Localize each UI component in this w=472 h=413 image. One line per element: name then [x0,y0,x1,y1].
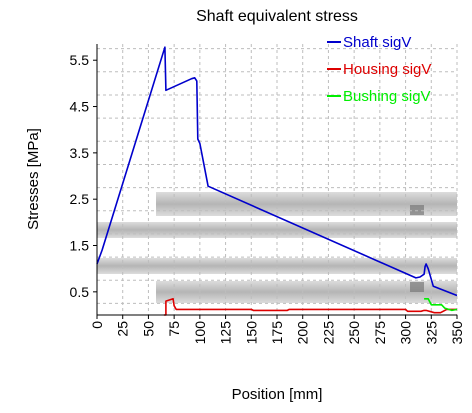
x-axis-label: Position [mm] [232,386,323,403]
y-tick-label: 1.5 [70,238,90,254]
series-line-bushing-sigv [424,297,458,312]
y-tick-label: 2.5 [70,191,90,207]
y-ticks: 0.5 1.5 2.5 3.5 4.5 5.5 [70,52,97,300]
x-tick-label: 325 [423,321,439,345]
x-tick-label: 250 [346,321,362,345]
x-tick-label: 50 [140,321,156,337]
series-line-shaft-sigv [96,46,458,297]
legend-entry: Shaft sigV [343,34,411,51]
y-axis-label: Stresses [MPa] [25,128,42,230]
series-group [96,46,458,316]
y-tick-label: 4.5 [70,99,90,115]
y-tick-label: 0.5 [70,284,90,300]
y-tick-label: 3.5 [70,145,90,161]
legend-entry: Housing sigV [343,61,431,78]
x-ticks: 0 25 50 75 100 125 150 175 200 225 250 275 300 325 350 [89,315,465,344]
bushing-lower-mark [410,282,424,292]
x-tick-label: 75 [166,321,182,337]
bushing-upper-mark [410,205,424,215]
legend-entry: Bushing sigV [343,88,431,105]
x-tick-label: 350 [449,321,465,345]
x-tick-label: 0 [89,321,105,329]
x-tick-label: 200 [295,321,311,345]
housing-lower-band [156,281,457,303]
x-tick-label: 125 [218,321,234,345]
chart-title: Shaft equivalent stress [196,8,358,25]
legend: Shaft sigV Housing sigV Bushing sigV [327,34,431,105]
x-tick-label: 300 [398,321,414,345]
x-tick-label: 25 [115,321,131,337]
x-tick-label: 150 [243,321,259,345]
x-tick-label: 100 [192,321,208,345]
x-tick-label: 175 [269,321,285,345]
housing-upper-band [156,192,457,216]
series-line-housing-sigv [163,297,457,316]
x-tick-label: 275 [372,321,388,345]
y-tick-label: 5.5 [70,52,90,68]
x-tick-label: 225 [320,321,336,345]
